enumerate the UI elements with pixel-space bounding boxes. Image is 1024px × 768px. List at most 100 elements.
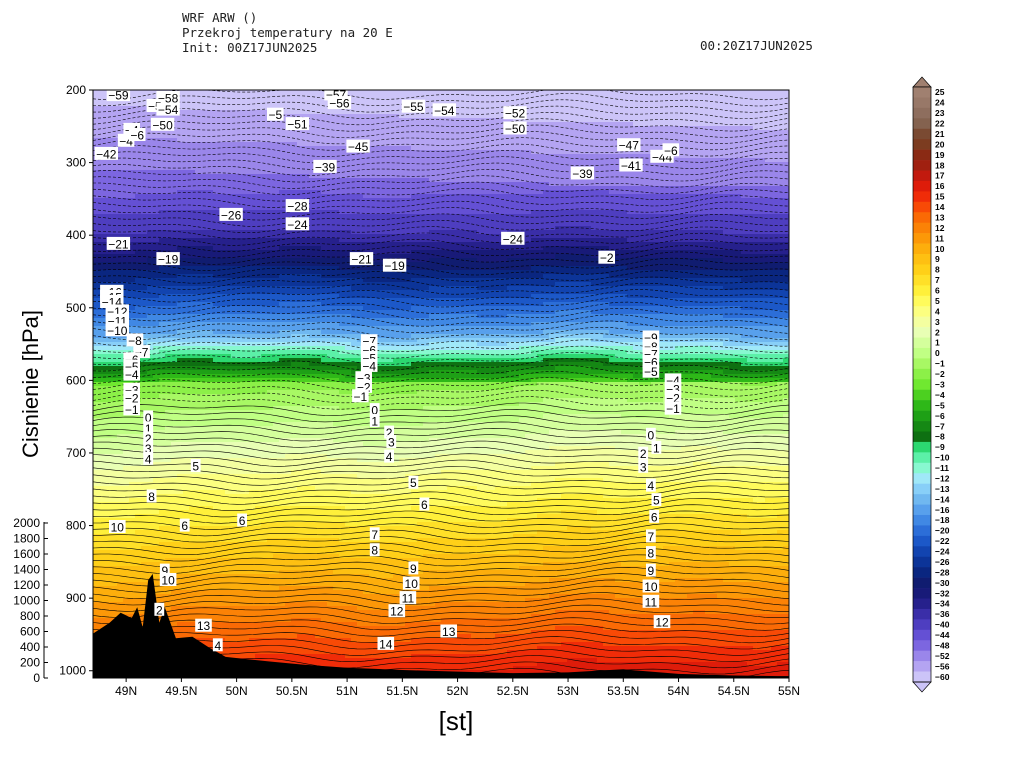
field-cell (369, 114, 376, 119)
field-cell (441, 178, 448, 183)
field-cell (477, 182, 484, 187)
field-cell (303, 110, 310, 115)
field-cell (483, 186, 490, 191)
field-cell (615, 102, 622, 107)
field-cell (177, 150, 184, 155)
field-cell (753, 190, 760, 195)
field-cell (423, 110, 430, 115)
field-cell (153, 146, 160, 151)
field-cell (495, 90, 502, 95)
field-cell (309, 94, 316, 99)
field-cell (525, 150, 532, 155)
field-cell (513, 222, 520, 227)
field-cell (543, 250, 550, 255)
field-cell (363, 214, 370, 219)
field-cell (501, 138, 508, 143)
field-cell (249, 182, 256, 187)
field-cell (609, 102, 616, 107)
field-cell (435, 150, 442, 155)
field-cell (387, 130, 394, 135)
field-cell (495, 106, 502, 111)
field-cell (129, 158, 136, 163)
field-cell (387, 178, 394, 183)
field-cell (165, 146, 172, 151)
field-cell (309, 134, 316, 139)
field-cell (513, 98, 520, 103)
field-cell (273, 158, 280, 163)
field-cell (651, 134, 658, 139)
field-cell (489, 118, 496, 123)
field-cell (681, 202, 688, 207)
field-cell (189, 114, 196, 119)
field-cell (669, 234, 676, 239)
field-cell (675, 198, 682, 203)
field-cell (129, 222, 136, 227)
field-cell (495, 178, 502, 183)
field-cell (693, 186, 700, 191)
field-cell (669, 210, 676, 215)
field-cell (639, 238, 646, 243)
field-cell (363, 98, 370, 103)
field-cell (429, 210, 436, 215)
field-cell (369, 102, 376, 107)
field-cell (537, 154, 544, 159)
field-cell (99, 174, 106, 179)
field-cell (213, 230, 220, 235)
field-cell (555, 162, 562, 167)
field-cell (381, 250, 388, 255)
field-cell (201, 202, 208, 207)
field-cell (207, 182, 214, 187)
field-cell (561, 126, 568, 131)
field-cell (777, 218, 784, 223)
field-cell (309, 230, 316, 235)
field-cell (123, 154, 130, 159)
field-cell (753, 258, 760, 263)
field-cell (195, 158, 202, 163)
field-cell (549, 174, 556, 179)
field-cell (597, 114, 604, 119)
field-cell (567, 206, 574, 211)
field-cell (273, 170, 280, 175)
field-cell (717, 114, 724, 119)
field-cell (681, 118, 688, 123)
field-cell (255, 182, 262, 187)
field-cell (615, 126, 622, 131)
field-cell (627, 102, 634, 107)
field-cell (225, 134, 232, 139)
field-cell (645, 170, 652, 175)
field-cell (255, 226, 262, 231)
field-cell (645, 166, 652, 171)
field-cell (621, 202, 628, 207)
field-cell (225, 102, 232, 107)
field-cell (675, 162, 682, 167)
field-cell (183, 110, 190, 115)
field-cell (399, 182, 406, 187)
field-cell (645, 218, 652, 223)
field-cell (477, 138, 484, 143)
field-cell (153, 134, 160, 139)
field-cell (447, 154, 454, 159)
field-cell (471, 102, 478, 107)
field-cell (321, 122, 328, 127)
field-cell (537, 94, 544, 99)
field-cell (207, 194, 214, 199)
field-cell (783, 110, 789, 115)
field-cell (483, 218, 490, 223)
field-cell (309, 126, 316, 131)
field-cell (585, 146, 592, 151)
field-cell (765, 194, 772, 199)
field-cell (579, 126, 586, 131)
field-cell (639, 138, 646, 143)
field-cell (201, 102, 208, 107)
field-cell (555, 102, 562, 107)
field-cell (135, 118, 142, 123)
field-cell (171, 230, 178, 235)
field-cell (303, 242, 310, 247)
field-cell (255, 154, 262, 159)
field-cell (507, 146, 514, 151)
field-cell (177, 114, 184, 119)
field-cell (711, 170, 718, 175)
field-cell (723, 242, 730, 247)
field-cell (393, 166, 400, 171)
field-cell (351, 114, 358, 119)
